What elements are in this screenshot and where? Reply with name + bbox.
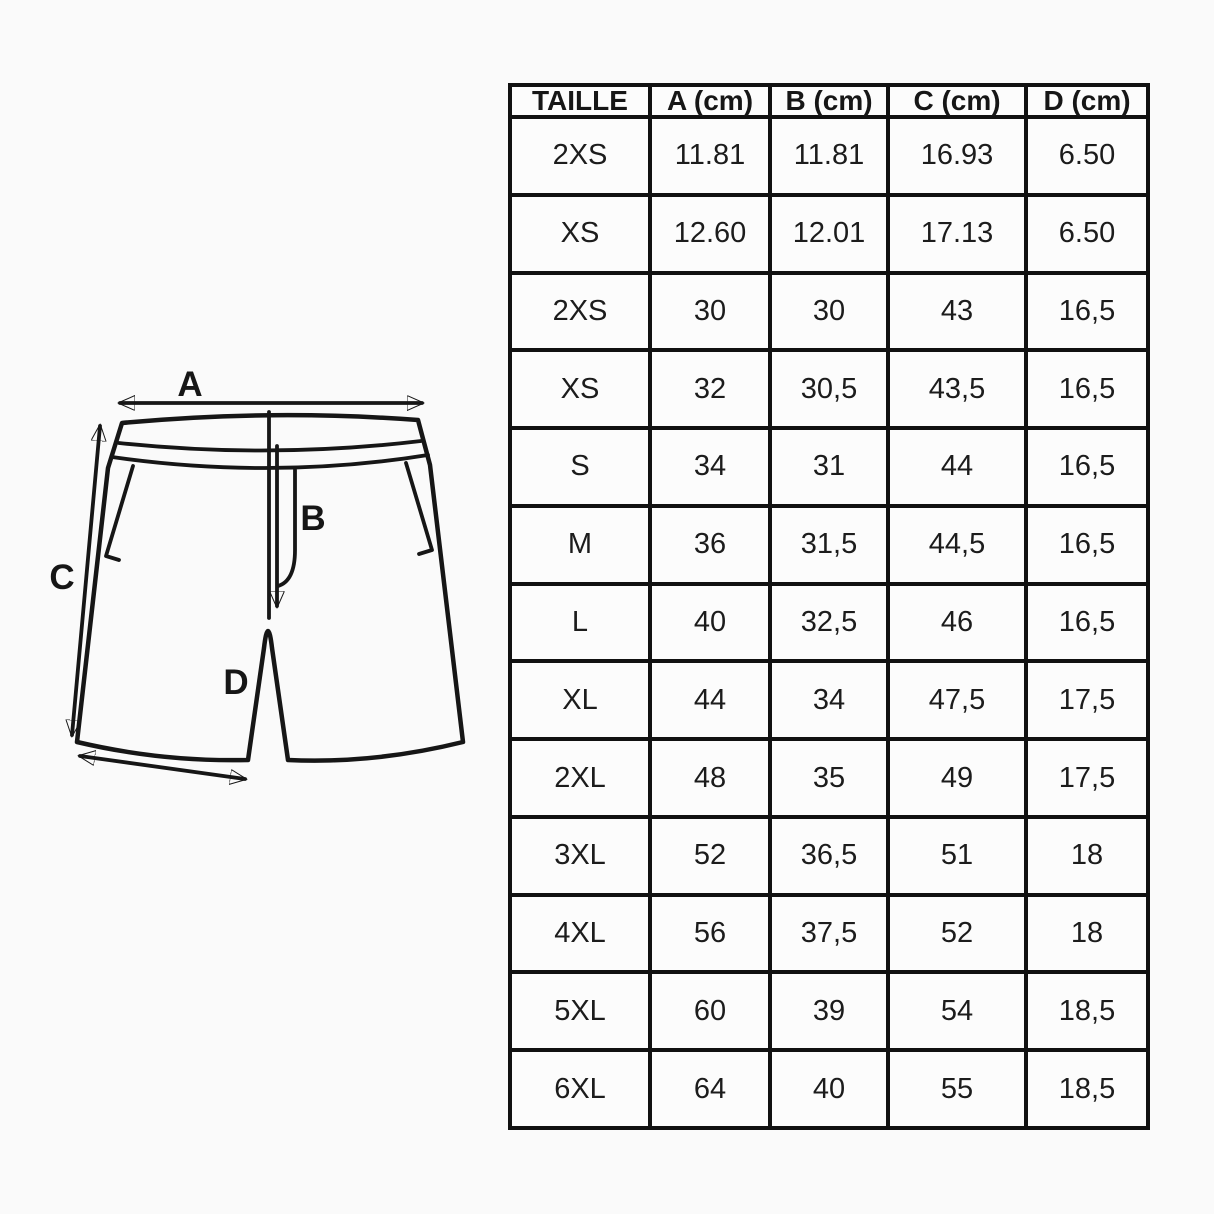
table-row: 2XS 30 30 43 16,5 xyxy=(508,270,1150,353)
table-row: 2XS 11.81 11.81 16.93 6.50 xyxy=(508,115,1150,197)
measure-arrow-d xyxy=(80,756,245,779)
value-cell: 37,5 xyxy=(768,892,890,975)
value-cell: 16,5 xyxy=(1024,503,1150,586)
value-cell: 18 xyxy=(1024,892,1150,975)
measure-arrow-c xyxy=(72,426,100,735)
value-cell: 46 xyxy=(886,581,1028,664)
value-cell: 52 xyxy=(648,814,772,897)
size-cell: S xyxy=(508,426,652,508)
value-cell: 44,5 xyxy=(886,503,1028,586)
size-cell: 3XL xyxy=(508,814,652,897)
value-cell: 60 xyxy=(648,970,772,1053)
value-cell: 17.13 xyxy=(886,192,1028,275)
value-cell: 17,5 xyxy=(1024,659,1150,742)
value-cell: 34 xyxy=(648,426,772,508)
value-cell: 31,5 xyxy=(768,503,890,586)
value-cell: 17,5 xyxy=(1024,737,1150,819)
value-cell: 30,5 xyxy=(768,348,890,431)
table-row: S 34 31 44 16,5 xyxy=(508,426,1150,508)
column-header-c: C (cm) xyxy=(886,83,1028,119)
measurement-label-d: D xyxy=(223,663,248,702)
value-cell: 43 xyxy=(886,270,1028,353)
measurement-label-b: B xyxy=(300,499,325,538)
value-cell: 54 xyxy=(886,970,1028,1053)
value-cell: 43,5 xyxy=(886,348,1028,431)
value-cell: 18 xyxy=(1024,814,1150,897)
value-cell: 47,5 xyxy=(886,659,1028,742)
table-row: 2XL 48 35 49 17,5 xyxy=(508,737,1150,819)
table-row: L 40 32,5 46 16,5 xyxy=(508,581,1150,664)
value-cell: 18,5 xyxy=(1024,970,1150,1053)
table-row: 5XL 60 39 54 18,5 xyxy=(508,970,1150,1053)
size-cell: 4XL xyxy=(508,892,652,975)
size-cell: 2XS xyxy=(508,115,652,197)
value-cell: 11.81 xyxy=(648,115,772,197)
column-header-d: D (cm) xyxy=(1024,83,1150,119)
size-cell: 2XS xyxy=(508,270,652,353)
column-header-a: A (cm) xyxy=(648,83,772,119)
size-cell: XS xyxy=(508,348,652,431)
value-cell: 40 xyxy=(768,1048,890,1130)
value-cell: 12.01 xyxy=(768,192,890,275)
column-header-taille: TAILLE xyxy=(508,83,652,119)
value-cell: 12.60 xyxy=(648,192,772,275)
table-header-row: TAILLE A (cm) B (cm) C (cm) D (cm) xyxy=(508,83,1150,119)
table-row: 3XL 52 36,5 51 18 xyxy=(508,814,1150,897)
size-cell: XS xyxy=(508,192,652,275)
value-cell: 16,5 xyxy=(1024,348,1150,431)
value-cell: 44 xyxy=(648,659,772,742)
size-cell: M xyxy=(508,503,652,586)
value-cell: 64 xyxy=(648,1048,772,1130)
value-cell: 6.50 xyxy=(1024,115,1150,197)
value-cell: 18,5 xyxy=(1024,1048,1150,1130)
value-cell: 32 xyxy=(648,348,772,431)
waistband-bottom-seam xyxy=(110,453,430,470)
measurement-label-c: C xyxy=(49,558,74,597)
fly-seam xyxy=(276,468,297,588)
size-cell: 5XL xyxy=(508,970,652,1053)
size-cell: L xyxy=(508,581,652,664)
table-row: 4XL 56 37,5 52 18 xyxy=(508,892,1150,975)
value-cell: 16,5 xyxy=(1024,270,1150,353)
value-cell: 44 xyxy=(886,426,1028,508)
table-row: 6XL 64 40 55 18,5 xyxy=(508,1048,1150,1130)
value-cell: 30 xyxy=(768,270,890,353)
value-cell: 40 xyxy=(648,581,772,664)
table-row: XS 32 30,5 43,5 16,5 xyxy=(508,348,1150,431)
value-cell: 48 xyxy=(648,737,772,819)
value-cell: 16.93 xyxy=(886,115,1028,197)
size-cell: 2XL xyxy=(508,737,652,819)
value-cell: 36 xyxy=(648,503,772,586)
value-cell: 11.81 xyxy=(768,115,890,197)
value-cell: 16,5 xyxy=(1024,426,1150,508)
left-pocket-seam xyxy=(104,464,135,562)
value-cell: 55 xyxy=(886,1048,1028,1130)
table-row: M 36 31,5 44,5 16,5 xyxy=(508,503,1150,586)
table-row: XS 12.60 12.01 17.13 6.50 xyxy=(508,192,1150,275)
size-table: TAILLE A (cm) B (cm) C (cm) D (cm) 2XS 1… xyxy=(508,83,1150,1130)
value-cell: 31 xyxy=(768,426,890,508)
column-header-b: B (cm) xyxy=(768,83,890,119)
size-cell: XL xyxy=(508,659,652,742)
table-row: XL 44 34 47,5 17,5 xyxy=(508,659,1150,742)
value-cell: 51 xyxy=(886,814,1028,897)
value-cell: 56 xyxy=(648,892,772,975)
right-pocket-seam xyxy=(404,461,434,556)
size-cell: 6XL xyxy=(508,1048,652,1130)
value-cell: 35 xyxy=(768,737,890,819)
value-cell: 34 xyxy=(768,659,890,742)
value-cell: 32,5 xyxy=(768,581,890,664)
value-cell: 16,5 xyxy=(1024,581,1150,664)
measurement-label-a: A xyxy=(177,365,202,404)
shorts-diagram: A B C D xyxy=(49,365,466,810)
value-cell: 6.50 xyxy=(1024,192,1150,275)
value-cell: 30 xyxy=(648,270,772,353)
value-cell: 49 xyxy=(886,737,1028,819)
value-cell: 39 xyxy=(768,970,890,1053)
value-cell: 36,5 xyxy=(768,814,890,897)
value-cell: 52 xyxy=(886,892,1028,975)
